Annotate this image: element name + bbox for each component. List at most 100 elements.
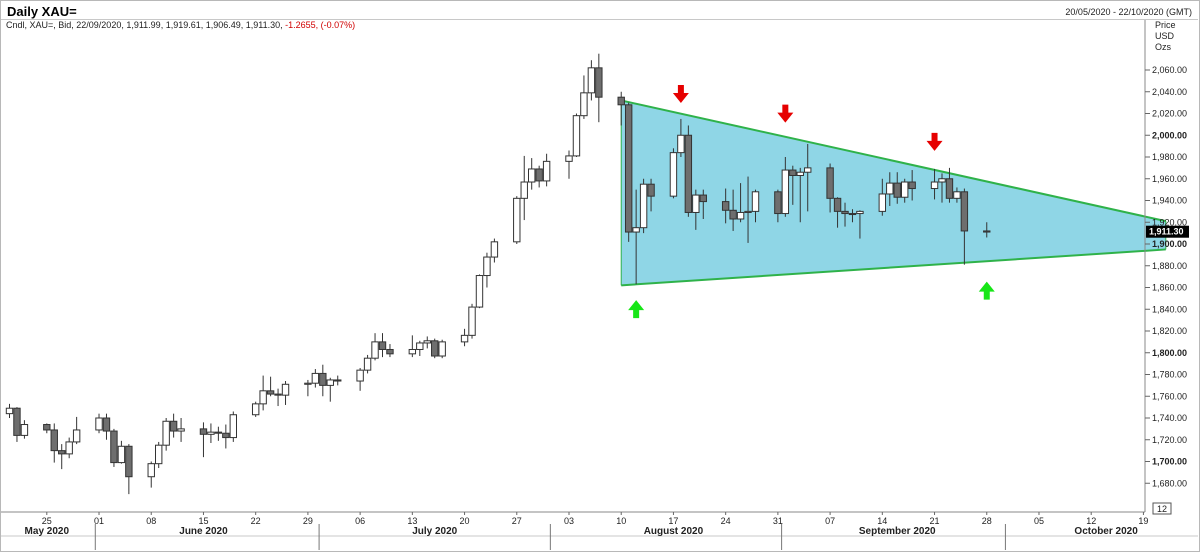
candle-body-down (893, 182, 901, 198)
candle-body-down (58, 450, 66, 455)
x-tick-label: 15 (198, 516, 208, 526)
signal-arrows (628, 85, 995, 319)
candle-body-down (50, 429, 58, 452)
candle-body-up (408, 348, 417, 355)
candle-body-up (639, 183, 648, 229)
y-tick-label: 1,760.00 (1152, 391, 1187, 401)
y-tick-label: 1,820.00 (1152, 326, 1187, 336)
candle (266, 376, 275, 397)
y-tick-label: 1,800.00 (1152, 348, 1187, 358)
candle-body-down (983, 230, 991, 233)
x-tick-label: 19 (1138, 516, 1148, 526)
triangle-upper-trendline (621, 99, 1167, 223)
x-tick-label: 27 (512, 516, 522, 526)
candle-body-down (789, 169, 797, 176)
candle (147, 461, 155, 488)
candle (639, 178, 648, 234)
candle (587, 60, 596, 101)
candle-body-up (162, 420, 170, 446)
y-tick-label: 1,840.00 (1152, 304, 1187, 314)
green-up-arrow-icon (978, 281, 995, 300)
y-tick-label: 1,720.00 (1152, 435, 1187, 445)
candle-body-up (311, 372, 320, 384)
candle (572, 113, 581, 157)
candle-body-down (274, 393, 282, 396)
candle (513, 196, 521, 244)
candle-body-up (953, 191, 961, 199)
candle (945, 167, 954, 203)
candle-body-down (102, 417, 111, 432)
candle (319, 364, 327, 397)
y-tick-label: 1,740.00 (1152, 413, 1187, 423)
candle (528, 158, 536, 190)
candle-body-up (281, 383, 290, 396)
candle (125, 444, 133, 495)
candle-body-up (677, 134, 685, 154)
candle-body-up (565, 155, 573, 162)
candle (169, 413, 178, 438)
candle-body-down (729, 209, 737, 220)
candle-body-down (721, 201, 730, 211)
candle-body-up (736, 211, 745, 220)
red-down-arrow-icon (672, 85, 689, 104)
candle (953, 187, 961, 203)
candle-body-down (386, 348, 394, 355)
x-tick-label: 24 (721, 516, 731, 526)
candle-body-up (356, 369, 364, 382)
candle (841, 202, 849, 227)
candle-body-up (580, 92, 588, 117)
x-axis: 25 01 08 15 22 29 06 13 20 27 03 10 17 24 31 07 14 21 28 05… (1, 502, 1198, 550)
candle (259, 375, 267, 411)
candle-body-down (774, 191, 782, 215)
candle (438, 339, 446, 359)
x-tick-label: 22 (251, 516, 261, 526)
candle (699, 189, 707, 219)
candle (580, 75, 588, 119)
candle (617, 91, 625, 126)
y-tick-label: 1,980.00 (1152, 152, 1187, 162)
candle-body-down (43, 424, 51, 431)
candle (565, 150, 573, 179)
candle-body-down (617, 96, 625, 106)
month-label: October 2020 (1074, 526, 1138, 537)
candle (669, 148, 678, 199)
candle (304, 379, 312, 397)
candle-body-up (468, 306, 476, 336)
green-up-arrow-icon (628, 300, 645, 319)
candle (483, 252, 491, 288)
candle (50, 423, 58, 463)
candle (848, 209, 857, 223)
candle-body-up (438, 341, 446, 357)
month-label: June 2020 (179, 526, 228, 537)
candle (774, 189, 782, 223)
candle-body-up (886, 182, 894, 195)
y-tick-label: 1,920.00 (1152, 217, 1187, 227)
candle (833, 197, 842, 228)
candle (199, 422, 208, 458)
last-price-tag: 1,911.30 (1146, 225, 1189, 238)
x-tick-label: 21 (930, 516, 940, 526)
candle (386, 344, 394, 358)
x-tick-label: 29 (303, 516, 313, 526)
y-tick-label: 1,960.00 (1152, 174, 1187, 184)
y-tick-label: 1,700.00 (1152, 457, 1187, 467)
candle (468, 303, 476, 339)
candle-body-down (266, 390, 275, 395)
candle (72, 416, 81, 445)
candle-body-down (378, 341, 387, 350)
candle-body-up (528, 168, 536, 183)
candle (5, 403, 14, 418)
x-tick-label: 05 (1034, 516, 1044, 526)
candle-body-up (65, 441, 73, 455)
candle-body-up (542, 160, 551, 182)
y-tick-label: 1,680.00 (1152, 478, 1187, 488)
candle-body-up (251, 403, 260, 416)
candle (856, 210, 864, 239)
month-label: May 2020 (25, 526, 70, 537)
candle (110, 428, 118, 467)
y-tick-label: 1,900.00 (1152, 239, 1187, 249)
candle-body-up (744, 210, 752, 213)
candle-body-up (20, 424, 29, 436)
last-price-tag-bg (1146, 225, 1189, 238)
candle-body-down (908, 181, 916, 190)
